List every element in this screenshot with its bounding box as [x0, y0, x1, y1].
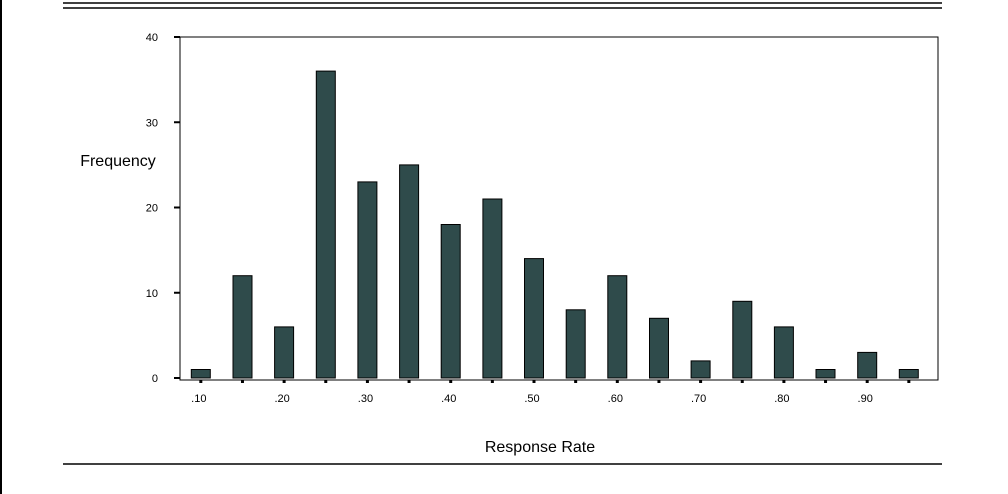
- x-tick-label: .70: [691, 393, 706, 405]
- x-tick-label: .30: [358, 393, 373, 405]
- y-tick-label: 10: [146, 288, 158, 300]
- histogram-bar: [607, 275, 628, 379]
- y-tick-label: 20: [146, 203, 158, 215]
- x-tick-label: .10: [191, 393, 206, 405]
- y-tick-label: 30: [146, 117, 158, 129]
- histogram-bar: [565, 309, 586, 379]
- histogram-bar: [440, 224, 461, 379]
- y-axis-title: Frequency: [80, 153, 156, 170]
- x-tick-label: .50: [524, 393, 539, 405]
- x-tick-label: .80: [774, 393, 789, 405]
- histogram-bar: [190, 369, 211, 379]
- histogram-bar: [399, 164, 420, 379]
- y-tick-label: 0: [152, 373, 158, 385]
- x-tick-label: .40: [441, 393, 456, 405]
- x-tick-label: .20: [274, 393, 289, 405]
- histogram-bar: [357, 181, 378, 379]
- histogram-bar: [732, 300, 753, 379]
- histogram-bar: [773, 326, 794, 379]
- histogram-bar: [524, 258, 544, 379]
- histogram-bar: [857, 351, 878, 379]
- histogram-bar: [274, 326, 295, 379]
- x-tick-label: .60: [608, 393, 623, 405]
- x-axis-title: Response Rate: [485, 439, 595, 456]
- histogram-bar: [315, 70, 336, 379]
- histogram-bar: [898, 369, 919, 379]
- histogram-bar: [482, 198, 503, 379]
- histogram-bar: [690, 360, 711, 379]
- bars-group: [190, 70, 919, 379]
- y-axis: 0 10 20 30 40: [146, 32, 180, 385]
- histogram-bar: [649, 317, 669, 379]
- y-tick-label: 40: [146, 32, 158, 44]
- x-tick-label: .90: [858, 393, 873, 405]
- x-axis: .10 .20 .30 .40 .50 .60 .70 .80 .90: [191, 380, 911, 405]
- histogram-bar: [815, 369, 836, 379]
- histogram-bar: [232, 275, 253, 379]
